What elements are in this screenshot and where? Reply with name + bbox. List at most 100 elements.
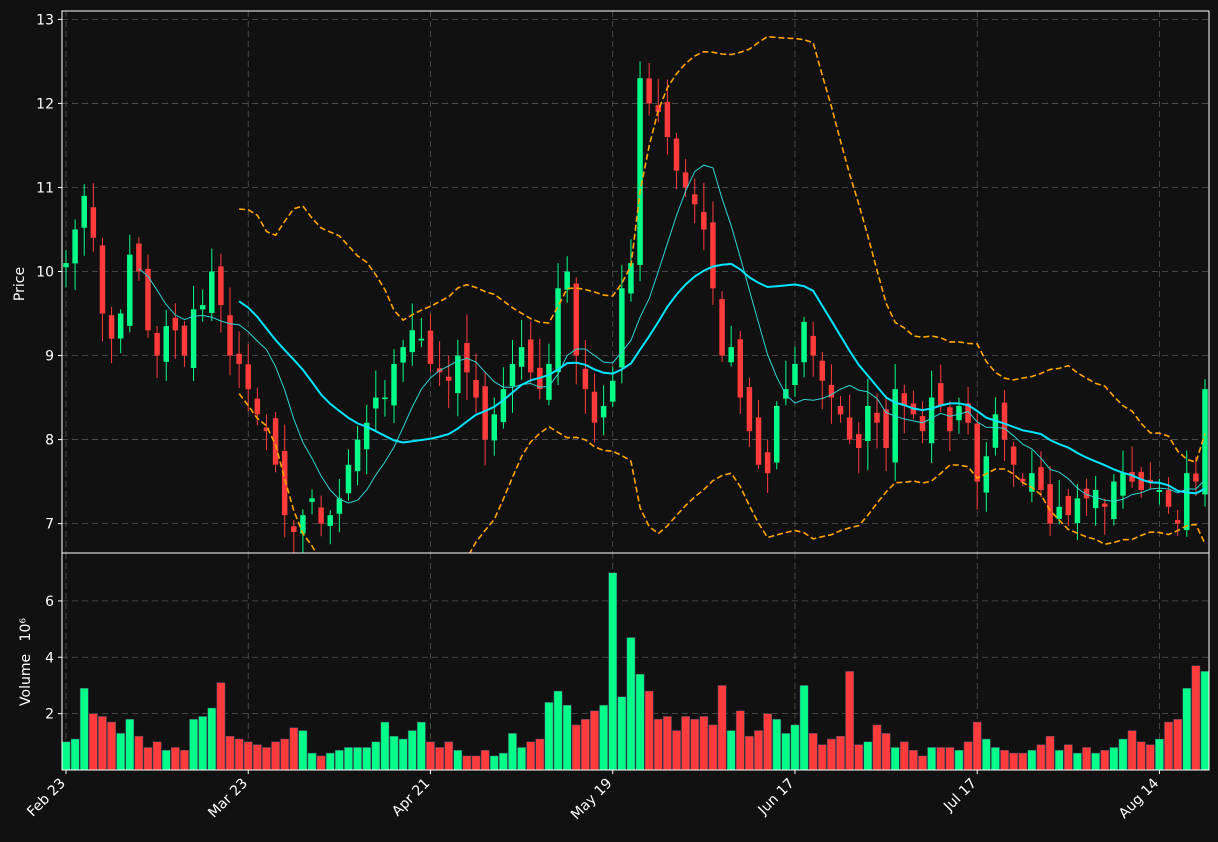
candle-body xyxy=(701,212,707,230)
volume-bar xyxy=(1063,744,1073,771)
volume-bar xyxy=(863,741,873,771)
candle-body xyxy=(309,498,315,502)
volume-bar xyxy=(1155,738,1164,771)
volume-bar xyxy=(1009,752,1018,771)
volume-bar xyxy=(581,719,590,771)
price-ytick-label: 9 xyxy=(45,349,54,365)
candle-body xyxy=(245,364,251,390)
volume-bar xyxy=(307,752,317,771)
candle-body xyxy=(1047,484,1053,524)
volume-bar xyxy=(243,741,253,771)
volume-bar xyxy=(763,713,772,771)
volume-bar xyxy=(827,738,836,771)
volume-bar xyxy=(735,710,745,771)
candle-body xyxy=(938,383,944,406)
volume-bar xyxy=(298,730,308,771)
candle-body xyxy=(774,405,780,463)
volume-bar xyxy=(644,690,654,771)
volume-bar xyxy=(143,747,153,771)
candle-body xyxy=(236,353,242,364)
volume-bar xyxy=(845,671,854,771)
candle-body xyxy=(1029,473,1035,492)
volume-bar xyxy=(70,738,80,771)
candle-body xyxy=(363,422,370,450)
candle-body xyxy=(1074,498,1081,524)
volume-bar xyxy=(499,752,508,771)
candle-body xyxy=(874,412,880,423)
axis-labels: Price Volume 10⁶ xyxy=(12,267,34,706)
volume-bar xyxy=(790,724,800,771)
volume-bar xyxy=(699,716,709,771)
candle-body xyxy=(1092,489,1099,509)
volume-bar xyxy=(681,716,690,771)
volume-bar xyxy=(635,673,645,771)
candle-body xyxy=(628,263,634,294)
candle-body xyxy=(263,427,270,432)
candle-body xyxy=(108,315,115,339)
candle-body xyxy=(737,339,744,398)
volume-bar xyxy=(407,730,417,771)
candle-body xyxy=(172,317,179,331)
price-panel xyxy=(63,35,1208,553)
volume-bar xyxy=(571,724,581,771)
candle-body xyxy=(947,407,953,432)
candle-body xyxy=(1165,490,1172,507)
volume-bar xyxy=(1109,747,1119,771)
candle-body xyxy=(555,288,561,373)
volume-bar xyxy=(435,747,444,771)
volume-bar xyxy=(909,750,918,771)
volume-bar xyxy=(180,750,189,771)
candle-body xyxy=(856,434,862,448)
candle-body xyxy=(473,380,479,398)
candle-body xyxy=(928,397,935,444)
volume-bar xyxy=(772,719,782,771)
volume-bar xyxy=(608,572,618,771)
volume-bar xyxy=(152,741,162,771)
volume-bar xyxy=(918,755,927,771)
candle-body xyxy=(1184,473,1190,531)
volume-bar xyxy=(899,741,909,771)
volume-bar xyxy=(198,716,208,771)
volume-bar xyxy=(116,733,126,771)
volume-bar xyxy=(1045,735,1055,771)
volume-bar xyxy=(745,735,754,771)
volume-bar xyxy=(1182,688,1192,771)
candle-body xyxy=(181,325,188,356)
candle-body xyxy=(819,360,826,381)
volume-bar xyxy=(817,744,827,771)
candle-body xyxy=(190,309,197,368)
volume-bar xyxy=(426,741,435,771)
volume-bar xyxy=(544,702,554,771)
volume-bar xyxy=(672,730,681,771)
volume-bar xyxy=(1036,744,1046,771)
candle-body xyxy=(664,101,671,138)
candle-body xyxy=(72,229,78,264)
volume-bar xyxy=(1136,741,1146,771)
candle-body xyxy=(209,271,215,313)
candle-body xyxy=(1120,473,1126,496)
candle-body xyxy=(837,405,844,415)
candle-body xyxy=(445,376,452,381)
candle-body xyxy=(719,299,725,356)
volume-bar xyxy=(253,744,262,771)
candle-body xyxy=(974,423,980,482)
candle-body xyxy=(318,507,324,524)
volume-bar xyxy=(1054,750,1064,771)
candle-body xyxy=(199,305,206,310)
candle-body xyxy=(254,398,261,415)
volume-bar xyxy=(353,747,362,771)
volume-bar xyxy=(161,750,171,771)
candle-body xyxy=(1065,495,1072,516)
candle-body xyxy=(600,405,607,418)
volume-bar xyxy=(88,713,98,771)
candle-body xyxy=(400,347,406,363)
candle-body xyxy=(965,403,971,423)
volume-bar xyxy=(526,741,536,771)
candle-body xyxy=(300,515,306,534)
candle-body xyxy=(865,405,871,441)
volume-bar xyxy=(1100,750,1110,771)
candle-body xyxy=(272,418,279,465)
candle-body xyxy=(564,271,570,290)
candle-body xyxy=(573,283,580,356)
